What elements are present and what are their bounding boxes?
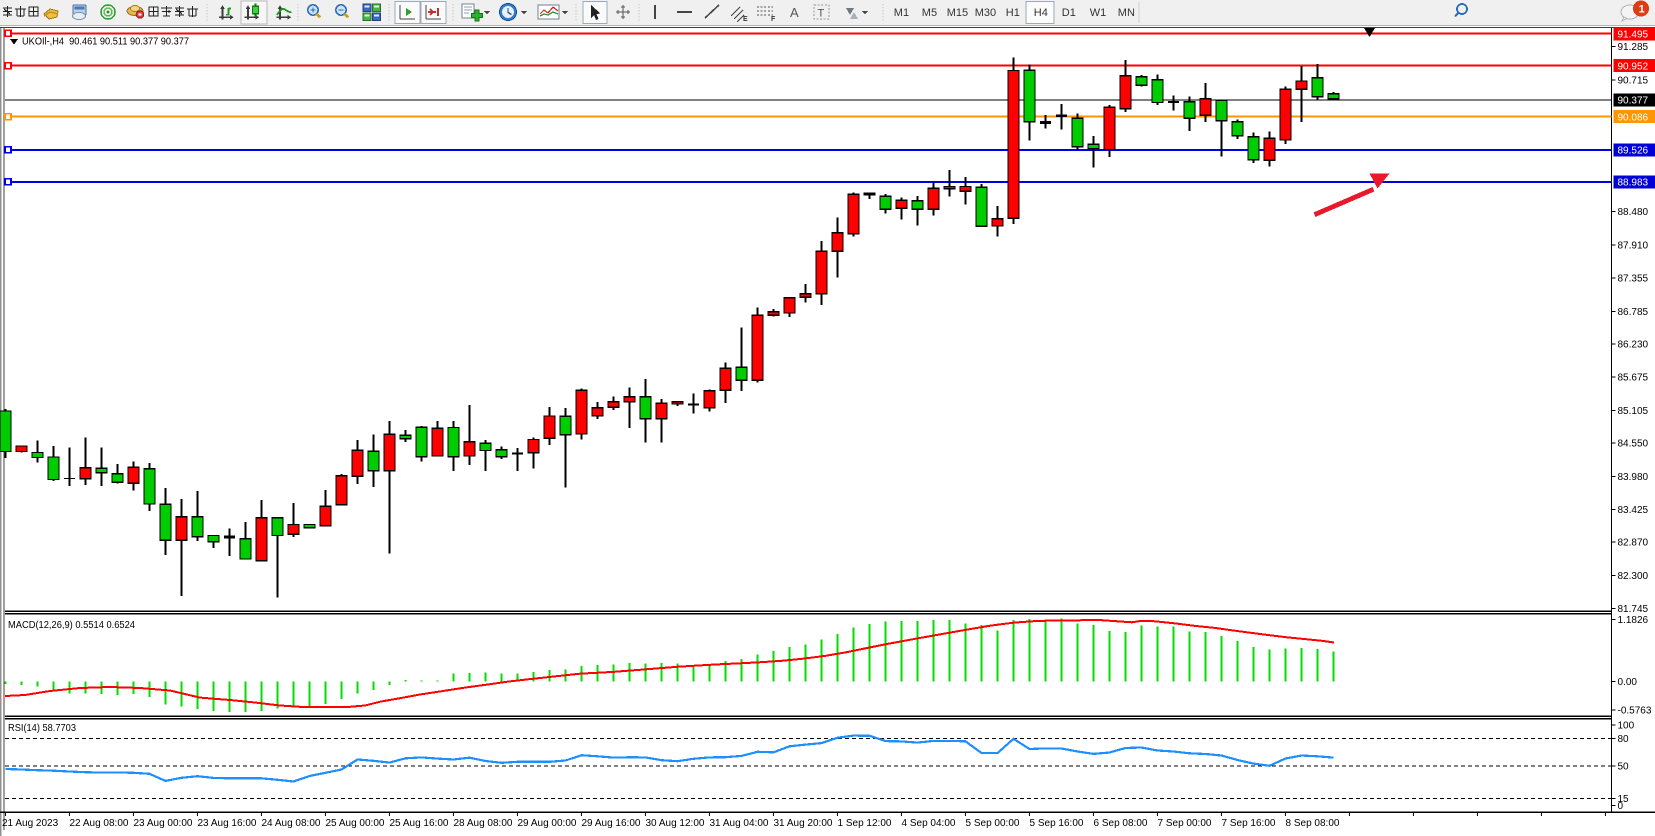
svg-text:31 Aug 20:00: 31 Aug 20:00	[774, 818, 833, 829]
svg-text:D1: D1	[1062, 7, 1076, 19]
svg-text:7 Sep 00:00: 7 Sep 00:00	[1158, 818, 1212, 829]
svg-text:81.745: 81.745	[1618, 604, 1649, 615]
svg-text:87.355: 87.355	[1618, 273, 1649, 284]
svg-text:86.785: 86.785	[1618, 307, 1649, 318]
svg-text:4 Sep 04:00: 4 Sep 04:00	[902, 818, 956, 829]
svg-text:80: 80	[1618, 734, 1630, 745]
svg-text:25 Aug 00:00: 25 Aug 00:00	[326, 818, 385, 829]
svg-text:85.675: 85.675	[1618, 372, 1649, 383]
svg-text:30 Aug 12:00: 30 Aug 12:00	[646, 818, 705, 829]
svg-text:28 Aug 08:00: 28 Aug 08:00	[454, 818, 513, 829]
svg-text:91.495: 91.495	[1618, 30, 1649, 41]
svg-text:UKOIl-,H4 90.461 90.511 90.37: UKOIl-,H4 90.461 90.511 90.377 90.377	[22, 37, 189, 48]
svg-text:H4: H4	[1034, 7, 1048, 19]
svg-text:91.285: 91.285	[1618, 42, 1649, 53]
svg-text:88.983: 88.983	[1618, 178, 1649, 189]
svg-text:88.480: 88.480	[1618, 207, 1649, 218]
svg-text:1.1826: 1.1826	[1618, 615, 1649, 626]
svg-text:90.377: 90.377	[1618, 96, 1649, 107]
svg-text:T: T	[818, 8, 825, 20]
svg-text:21 Aug 2023: 21 Aug 2023	[2, 818, 59, 829]
svg-text:M1: M1	[894, 7, 909, 19]
svg-text:90.952: 90.952	[1618, 61, 1649, 72]
svg-text:F: F	[771, 16, 776, 23]
svg-text:7 Sep 16:00: 7 Sep 16:00	[1222, 818, 1276, 829]
svg-text:1 Sep 12:00: 1 Sep 12:00	[838, 818, 892, 829]
svg-text:5 Sep 00:00: 5 Sep 00:00	[966, 818, 1020, 829]
svg-text:0.00: 0.00	[1618, 677, 1638, 688]
svg-text:29 Aug 00:00: 29 Aug 00:00	[518, 818, 577, 829]
svg-text:83.425: 83.425	[1618, 505, 1649, 516]
svg-text:25 Aug 16:00: 25 Aug 16:00	[390, 818, 449, 829]
svg-text:A: A	[790, 5, 799, 20]
svg-text:0: 0	[1618, 801, 1624, 812]
svg-text:31 Aug 04:00: 31 Aug 04:00	[710, 818, 769, 829]
svg-text:85.105: 85.105	[1618, 406, 1649, 417]
svg-text:50: 50	[1618, 762, 1630, 773]
svg-text:82.300: 82.300	[1618, 571, 1649, 582]
svg-text:M30: M30	[975, 7, 996, 19]
svg-text:22 Aug 08:00: 22 Aug 08:00	[70, 818, 129, 829]
svg-text:H1: H1	[1006, 7, 1020, 19]
svg-text:100: 100	[1618, 721, 1635, 732]
svg-text:29 Aug 16:00: 29 Aug 16:00	[582, 818, 641, 829]
svg-text:23 Aug 16:00: 23 Aug 16:00	[198, 818, 257, 829]
svg-text:87.910: 87.910	[1618, 241, 1649, 252]
svg-text:W1: W1	[1090, 7, 1107, 19]
svg-text:89.526: 89.526	[1618, 146, 1649, 157]
svg-text:MN: MN	[1118, 7, 1135, 19]
svg-text:82.870: 82.870	[1618, 538, 1649, 549]
svg-text:84.550: 84.550	[1618, 439, 1649, 450]
svg-text:6 Sep 08:00: 6 Sep 08:00	[1094, 818, 1148, 829]
svg-text:83.980: 83.980	[1618, 472, 1649, 483]
svg-text:M5: M5	[922, 7, 937, 19]
svg-text:-0.5763: -0.5763	[1618, 705, 1652, 716]
svg-text:RSI(14) 58.7703: RSI(14) 58.7703	[8, 723, 76, 734]
svg-text:MACD(12,26,9) 0.5514 0.6524: MACD(12,26,9) 0.5514 0.6524	[8, 620, 135, 631]
svg-text:5 Sep 16:00: 5 Sep 16:00	[1030, 818, 1084, 829]
svg-text:8 Sep 08:00: 8 Sep 08:00	[1286, 818, 1340, 829]
svg-text:24 Aug 08:00: 24 Aug 08:00	[262, 818, 321, 829]
svg-text:M15: M15	[947, 7, 968, 19]
svg-text:E: E	[743, 16, 748, 23]
svg-text:15: 15	[1618, 794, 1630, 805]
svg-text:86.230: 86.230	[1618, 340, 1649, 351]
svg-text:1: 1	[1639, 4, 1645, 16]
svg-text:90.086: 90.086	[1618, 112, 1649, 123]
svg-text:90.715: 90.715	[1618, 75, 1649, 86]
svg-text:23 Aug 00:00: 23 Aug 00:00	[134, 818, 193, 829]
